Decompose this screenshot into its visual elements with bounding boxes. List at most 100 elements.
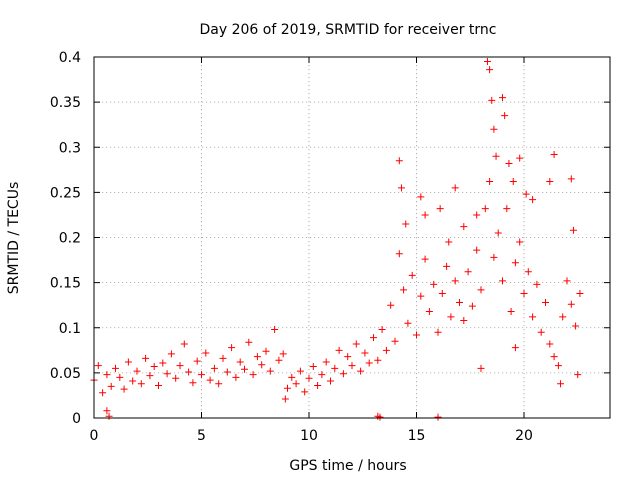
- data-point: [430, 280, 438, 288]
- data-point: [481, 205, 489, 213]
- data-point: [245, 338, 253, 346]
- data-point: [460, 223, 468, 231]
- data-point: [296, 367, 304, 375]
- data-point: [574, 371, 582, 379]
- data-point: [507, 308, 515, 316]
- data-point: [391, 337, 399, 345]
- data-point: [266, 367, 274, 375]
- data-point: [417, 193, 425, 201]
- data-point: [486, 66, 494, 74]
- data-point: [176, 362, 184, 370]
- data-point: [376, 413, 384, 421]
- data-point: [352, 340, 360, 348]
- data-point: [483, 58, 491, 66]
- data-point: [339, 370, 347, 378]
- data-point: [370, 334, 377, 342]
- data-point: [554, 362, 562, 370]
- data-point: [301, 388, 309, 396]
- data-point: [529, 196, 537, 204]
- data-point: [124, 358, 132, 366]
- data-point: [516, 154, 524, 162]
- data-point: [503, 205, 511, 213]
- data-point: [159, 359, 167, 367]
- data-point: [105, 412, 113, 420]
- data-point: [400, 286, 408, 294]
- data-point: [397, 184, 405, 192]
- data-point: [550, 150, 558, 158]
- data-point: [520, 289, 528, 297]
- data-point: [331, 364, 339, 372]
- data-point: [522, 190, 530, 198]
- data-point: [215, 380, 223, 388]
- data-point: [499, 277, 506, 285]
- data-point: [492, 152, 500, 160]
- data-point: [258, 361, 266, 369]
- data-point: [563, 277, 571, 285]
- data-point: [537, 328, 545, 336]
- data-point: [438, 289, 446, 297]
- data-point: [219, 354, 227, 362]
- data-point: [284, 384, 291, 392]
- data-point: [460, 317, 468, 325]
- data-point: [344, 353, 352, 361]
- data-point: [142, 354, 150, 362]
- data-point: [456, 298, 463, 306]
- data-point: [365, 359, 373, 367]
- data-point: [434, 413, 442, 421]
- x-tick-label: 15: [408, 428, 426, 444]
- data-point: [499, 94, 506, 102]
- data-point: [249, 371, 257, 379]
- x-tick-label: 0: [90, 428, 99, 444]
- data-point: [464, 268, 472, 276]
- y-axis-label: SRMTID / TECUs: [6, 182, 22, 295]
- data-point: [546, 178, 554, 186]
- data-point: [404, 319, 412, 327]
- data-point: [505, 159, 513, 167]
- data-point: [494, 229, 502, 237]
- data-point: [567, 300, 575, 308]
- data-point: [511, 344, 519, 352]
- data-point: [378, 326, 386, 334]
- data-point: [198, 371, 205, 379]
- data-point: [374, 356, 382, 364]
- data-point: [529, 313, 537, 321]
- data-point: [434, 328, 442, 336]
- data-point: [357, 367, 365, 375]
- data-point: [281, 395, 289, 403]
- data-points: [90, 58, 584, 421]
- data-point: [185, 368, 193, 376]
- data-point: [382, 346, 390, 354]
- y-axis-ticks: 0 0.05 0.1 0.15 0.2 0.25 0.3 0.35 0.4: [50, 50, 610, 427]
- data-point: [232, 373, 240, 381]
- data-point: [94, 362, 102, 370]
- data-point: [387, 301, 395, 309]
- data-point: [120, 385, 128, 393]
- data-point: [189, 379, 197, 387]
- data-point: [275, 356, 283, 364]
- data-point: [228, 344, 236, 352]
- chart-title: Day 206 of 2019, SRMTID for receiver trn…: [200, 22, 497, 38]
- data-point: [288, 373, 296, 381]
- y-tick-label: 0.2: [59, 231, 81, 247]
- data-point: [402, 220, 410, 228]
- data-point: [202, 349, 210, 357]
- data-point: [421, 255, 429, 263]
- data-point: [443, 262, 451, 270]
- data-point: [146, 372, 154, 380]
- data-point: [167, 350, 175, 358]
- data-point: [155, 382, 162, 390]
- y-tick-label: 0.35: [50, 95, 81, 111]
- data-point: [490, 253, 498, 261]
- data-point: [180, 340, 188, 348]
- data-point: [253, 353, 261, 361]
- x-axis-ticks: 0 5 10 15 20: [90, 57, 533, 444]
- data-point: [511, 259, 519, 267]
- data-point: [559, 313, 567, 321]
- data-point: [271, 326, 279, 334]
- data-point: [572, 322, 580, 330]
- data-point: [425, 308, 433, 316]
- data-point: [172, 374, 180, 382]
- x-tick-label: 20: [515, 428, 533, 444]
- data-point: [103, 407, 111, 415]
- data-point: [137, 380, 145, 388]
